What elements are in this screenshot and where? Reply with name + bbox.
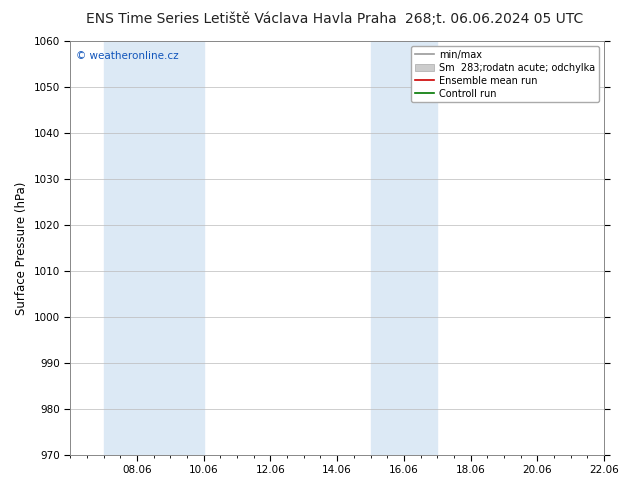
Bar <box>103 41 204 455</box>
Bar <box>370 41 437 455</box>
Y-axis label: Surface Pressure (hPa): Surface Pressure (hPa) <box>15 181 28 315</box>
Text: 268;t. 06.06.2024 05 UTC: 268;t. 06.06.2024 05 UTC <box>405 12 584 26</box>
Text: ENS Time Series Letiště Václava Havla Praha: ENS Time Series Letiště Václava Havla Pr… <box>86 12 396 26</box>
Legend: min/max, Sm  283;rodatn acute; odchylka, Ensemble mean run, Controll run: min/max, Sm 283;rodatn acute; odchylka, … <box>411 46 599 102</box>
Text: © weatheronline.cz: © weatheronline.cz <box>75 51 178 61</box>
